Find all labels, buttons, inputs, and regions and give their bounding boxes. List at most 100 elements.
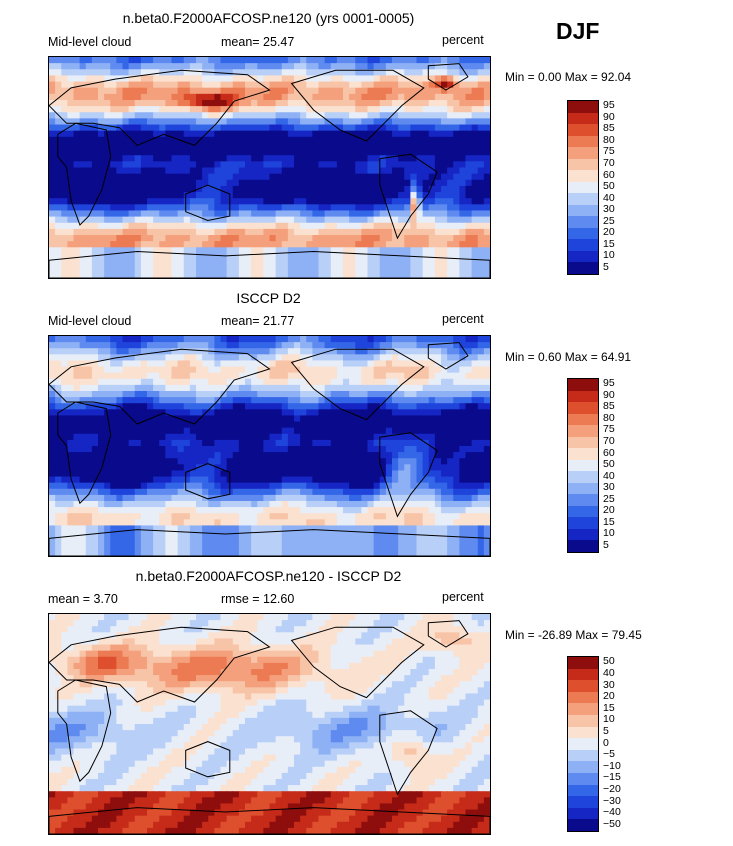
map-cell: [98, 433, 105, 441]
map-cell: [116, 235, 124, 242]
map-cell: [379, 366, 387, 374]
map-cell: [116, 87, 124, 95]
map-cell: [434, 124, 442, 132]
map-cell: [140, 458, 148, 465]
map-cell: [324, 63, 332, 70]
map-cell: [61, 403, 68, 410]
map-cell: [330, 210, 338, 218]
map-cell: [79, 173, 87, 181]
map-cell: [238, 427, 246, 435]
map-cell: [324, 87, 332, 95]
map-cell: [189, 161, 197, 169]
map-cell: [245, 433, 252, 441]
map-cell: [196, 421, 203, 429]
map-cell: [392, 342, 399, 349]
map-cell: [189, 384, 197, 392]
map-cell: [355, 136, 362, 144]
map-cell: [208, 378, 215, 386]
map-cell: [361, 130, 369, 138]
map-cell: [183, 149, 191, 156]
map-cell: [183, 409, 191, 417]
map-cell: [447, 378, 454, 386]
map-cell: [122, 253, 130, 261]
map-cell: [471, 179, 479, 187]
map-cell: [61, 87, 68, 95]
map-cell: [55, 403, 62, 410]
map-cell: [441, 476, 448, 484]
map-cell: [275, 216, 283, 224]
map-cell: [459, 476, 467, 484]
map-cell: [226, 142, 234, 150]
map-cell: [177, 130, 185, 138]
map-cell: [208, 241, 215, 248]
map-cell: [177, 112, 185, 119]
map-cell: [300, 476, 307, 484]
map-cell: [220, 63, 228, 70]
map-cell: [312, 378, 320, 386]
map-cell: [202, 366, 209, 374]
map-cell: [208, 409, 215, 417]
map-cell: [232, 106, 240, 113]
map-cell: [343, 433, 350, 441]
map-cell: [122, 118, 130, 126]
map-cell: [147, 446, 154, 453]
map-cell: [232, 149, 240, 156]
map-cell: [306, 525, 313, 533]
map-cell: [300, 384, 307, 392]
map-cell: [447, 63, 454, 70]
map-cell: [269, 253, 277, 261]
map-cell: [300, 87, 307, 95]
map-cell: [330, 378, 338, 386]
map-cell: [245, 384, 252, 392]
map-cell: [312, 63, 320, 70]
map-cell: [361, 247, 369, 255]
map-cell: [189, 415, 197, 423]
map-cell: [379, 210, 387, 218]
map-cell: [336, 247, 344, 255]
map-cell: [116, 519, 124, 527]
map-cell: [336, 531, 344, 539]
map-cell: [238, 192, 246, 199]
map-cell: [373, 253, 381, 261]
map-cell: [300, 513, 307, 520]
map-cell: [447, 372, 454, 380]
map-cell: [324, 198, 332, 205]
map-cell: [367, 93, 375, 101]
map-cell: [306, 253, 313, 261]
map-cell: [251, 354, 258, 362]
map-cell: [385, 259, 393, 267]
map-cell: [67, 384, 75, 392]
map-cell: [226, 259, 234, 267]
map-cell: [245, 99, 252, 107]
map-cell: [251, 247, 258, 255]
map-cell: [355, 427, 362, 435]
map-cell: [410, 112, 418, 119]
map-cell: [361, 57, 369, 64]
map-cell: [287, 439, 295, 447]
map-cell: [349, 494, 356, 502]
map-cell: [153, 458, 160, 465]
map-cell: [226, 372, 234, 380]
map-cell: [343, 494, 350, 502]
map-cell: [122, 69, 130, 77]
map-cell: [257, 75, 264, 83]
map-cell: [300, 494, 307, 502]
map-cell: [287, 476, 295, 484]
map-cell: [453, 167, 460, 175]
map-cell: [312, 136, 320, 144]
map-cell: [355, 488, 362, 496]
map-cell: [392, 378, 399, 386]
map-cell: [226, 228, 234, 236]
map-cell: [459, 124, 467, 132]
map-cell: [306, 99, 313, 107]
map-cell: [361, 421, 369, 429]
map-cell: [49, 216, 56, 224]
map-cell: [343, 87, 350, 95]
map-cell: [355, 458, 362, 465]
map-cell: [428, 198, 436, 205]
map-cell: [61, 421, 68, 429]
map-cell: [269, 525, 277, 533]
map-cell: [238, 421, 246, 429]
map-cell: [410, 458, 418, 465]
map-cell: [177, 452, 185, 459]
